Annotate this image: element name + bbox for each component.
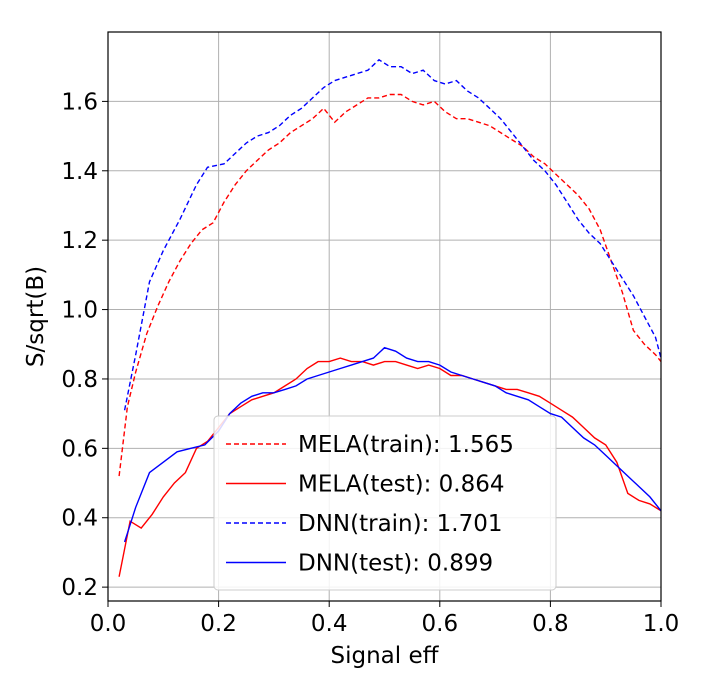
legend-label-0: MELA(train): 1.565 (298, 432, 514, 458)
y-tick-label: 1.0 (61, 298, 98, 324)
y-tick-label: 0.8 (61, 367, 98, 393)
y-tick-label: 0.6 (61, 436, 98, 462)
y-axis-ticks: 0.2 0.4 0.6 0.8 1.0 1.2 1.4 1.6 (61, 89, 108, 601)
x-axis-label: Signal eff (331, 643, 440, 669)
y-tick-label: 1.2 (61, 228, 98, 254)
y-tick-label: 0.2 (61, 575, 98, 601)
legend-label-3: DNN(test): 0.899 (298, 551, 493, 577)
x-tick-label: 0.2 (200, 611, 237, 637)
legend-box (213, 415, 557, 591)
plot-frame (107, 31, 662, 602)
x-tick-label: 1.0 (643, 611, 680, 637)
y-tick-label: 0.4 (61, 506, 98, 532)
x-tick-label: 0.4 (311, 611, 348, 637)
series-line-2 (123, 58, 662, 411)
series-line-1 (118, 357, 662, 577)
legend-label-2: DNN(train): 1.701 (298, 511, 503, 537)
legend: MELA(train): 1.565 MELA(test): 0.864 DNN(t… (213, 415, 557, 591)
y-tick-label: 1.6 (61, 89, 98, 115)
series-line-0 (118, 93, 662, 477)
y-axis-label: S/sqrt(B) (23, 266, 49, 367)
x-tick-label: 0.0 (90, 611, 127, 637)
legend-label-1: MELA(test): 0.864 (298, 472, 504, 498)
grid-lines (107, 32, 662, 601)
y-tick-label: 1.4 (61, 159, 98, 185)
legend-entries: MELA(train): 1.565 MELA(test): 0.864 DNN(t… (226, 432, 514, 577)
x-tick-label: 0.6 (422, 611, 459, 637)
x-tick-label: 0.8 (532, 611, 569, 637)
x-axis-ticks: 0.0 0.2 0.4 0.6 0.8 1.0 (90, 601, 680, 637)
